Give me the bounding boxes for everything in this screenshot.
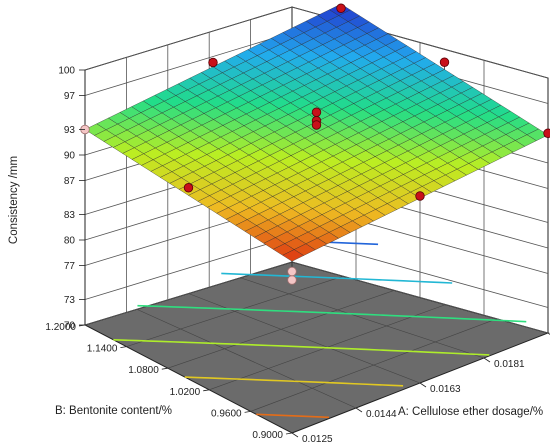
floor-gridline (167, 290, 395, 369)
y-tick-label: 1.2000 (45, 322, 76, 333)
y-tick-mark (203, 389, 210, 392)
y-axis-title: B: Bentonite content/% (55, 405, 172, 417)
design-point (287, 275, 297, 285)
z-tick-label: 100 (58, 66, 75, 77)
contour-line (113, 338, 490, 356)
z-gridline (84, 6, 549, 79)
floor-contour-lines (113, 240, 527, 419)
x-tick-label: 0.0144 (366, 409, 397, 420)
design-points (80, 3, 550, 285)
contour-line (137, 304, 527, 323)
design-point (543, 128, 550, 138)
z-tick-label: 93 (64, 125, 76, 136)
floor-gridline (250, 318, 497, 412)
z-tick-label: 97 (64, 91, 76, 102)
x-tick-label: 0.0125 (302, 434, 333, 443)
x-tick-mark (291, 432, 299, 438)
y-tick-mark (244, 411, 251, 413)
x-tick-mark (547, 332, 550, 335)
surface-cell (282, 249, 304, 262)
contour-line (184, 376, 404, 387)
z-tick-label: 80 (64, 236, 76, 247)
y-tick-label: 0.9600 (211, 408, 242, 419)
y-tick-label: 1.1400 (87, 344, 118, 355)
x-axis-title: A: Cellulose ether dosage/% (398, 406, 543, 418)
z-tick-label: 83 (64, 210, 76, 221)
x-tick-mark (355, 407, 363, 413)
response-surface (84, 3, 549, 262)
x-tick-label: 0.0181 (494, 359, 525, 370)
z-tick-label: 87 (64, 176, 76, 187)
z-tick-label: 77 (64, 261, 76, 272)
y-tick-mark (120, 346, 127, 348)
tick-labels: 70 73 77 80 83 87 90 93 97 100 0.0125 0.0144 0.0163 0… (45, 66, 550, 445)
y-tick-label: 1.0800 (128, 365, 159, 376)
y-tick-mark (78, 324, 86, 327)
design-point (287, 266, 297, 277)
z-axis-title: Consistency /mm (8, 156, 20, 244)
design-point (311, 120, 322, 130)
y-tick-mark (161, 367, 168, 370)
y-tick-mark (285, 432, 293, 435)
design-point (336, 3, 346, 13)
contour-line (221, 272, 453, 284)
y-tick-label: 0.9000 (252, 430, 283, 441)
contour-line (256, 413, 330, 419)
floor-gridline (136, 308, 357, 409)
design-point (415, 191, 425, 201)
z-tick-label: 73 (64, 295, 76, 306)
z-tick-label: 90 (64, 151, 76, 162)
floor-gridline (240, 277, 485, 359)
x-tick-mark (419, 382, 427, 388)
y-tick-label: 1.0200 (170, 387, 201, 398)
floor-gridline (126, 275, 344, 347)
x-tick-label: 0.0163 (430, 384, 461, 395)
x-tick-mark (483, 357, 491, 363)
z-tick-label: 70 (64, 321, 76, 332)
design-point (183, 183, 194, 193)
design-point (311, 107, 322, 117)
design-point (439, 57, 450, 67)
design-point (208, 57, 218, 68)
